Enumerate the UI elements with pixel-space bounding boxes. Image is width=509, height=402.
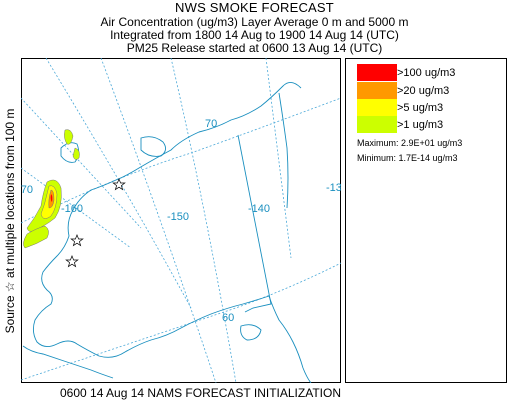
lat-label-60: 60 xyxy=(222,312,234,324)
legend-label: >20 ug/m3 xyxy=(397,84,450,97)
lon-label-150: -150 xyxy=(167,211,189,223)
lon-label-170: -170 xyxy=(21,184,33,196)
minimum-value: Minimum: 1.7E-14 ug/m3 xyxy=(357,153,458,163)
inland-lake xyxy=(140,136,166,157)
source-markers xyxy=(65,178,126,268)
legend-label: >5 ug/m3 xyxy=(397,101,444,114)
kodiak-island xyxy=(240,324,262,341)
source-label: Source ☆ at multiple locations from 100 … xyxy=(3,108,17,334)
legend-item-20: >20 ug/m3 xyxy=(357,82,449,99)
subtitle-integration: Integrated from 1800 14 Aug to 1900 14 A… xyxy=(110,28,399,42)
legend-label: >100 ug/m3 xyxy=(397,66,456,79)
legend-swatch-orange xyxy=(357,82,397,99)
arctic-coast-east xyxy=(278,92,289,209)
subtitle-release: PM25 Release started at 0600 13 Aug 14 (… xyxy=(126,41,383,55)
lat-label-70: 70 xyxy=(205,118,217,130)
subtitle-concentration: Air Concentration (ug/m3) Layer Average … xyxy=(100,15,409,29)
legend-swatch-yellow xyxy=(357,99,397,116)
plume-main-100plus xyxy=(50,194,53,202)
latitude-60-line xyxy=(21,262,341,381)
legend-label: >1 ug/m3 xyxy=(397,118,444,131)
legend-panel: >100 ug/m3 >20 ug/m3 >5 ug/m3 >1 ug/m3 M… xyxy=(345,58,507,383)
forecast-initialization-caption: 0600 14 Aug 14 NAMS FORECAST INITIALIZAT… xyxy=(60,386,341,400)
longitude-west-line xyxy=(21,167,132,249)
plume-north-1 xyxy=(64,129,74,145)
legend-swatch-red xyxy=(357,64,397,81)
longitude-140-line xyxy=(170,58,237,383)
longitude-160-line xyxy=(45,58,192,309)
plume-south xyxy=(23,225,49,249)
legend-item-5: >5 ug/m3 xyxy=(357,99,443,116)
longitude-130-line xyxy=(265,58,292,259)
legend-swatch-green xyxy=(357,116,397,133)
maximum-value: Maximum: 2.9E+01 ug/m3 xyxy=(357,138,463,148)
page-title: NWS SMOKE FORECAST xyxy=(175,0,334,15)
source-star-icon xyxy=(65,255,79,268)
source-star-icon xyxy=(70,234,84,247)
mainland-coast xyxy=(32,82,302,358)
longitude-170-line xyxy=(21,97,142,229)
aleutian-chain xyxy=(22,345,114,379)
graticule xyxy=(21,58,341,383)
border-line xyxy=(237,134,272,313)
plume-north-2 xyxy=(72,147,80,160)
source-label-container: Source ☆ at multiple locations from 100 … xyxy=(0,58,20,384)
lon-label-160: -160 xyxy=(61,203,83,215)
longitude-150-line xyxy=(100,58,217,383)
lon-label-130: -130 xyxy=(326,182,341,194)
panhandle-coast xyxy=(268,295,312,383)
source-star-icon xyxy=(112,178,126,191)
legend-item-100: >100 ug/m3 xyxy=(357,64,455,81)
smoke-map: 70 60 -170 -160 -150 -140 -130 xyxy=(21,58,341,383)
smoke-plumes xyxy=(23,129,80,249)
legend-item-1: >1 ug/m3 xyxy=(357,116,443,133)
lon-label-140: -140 xyxy=(248,203,270,215)
